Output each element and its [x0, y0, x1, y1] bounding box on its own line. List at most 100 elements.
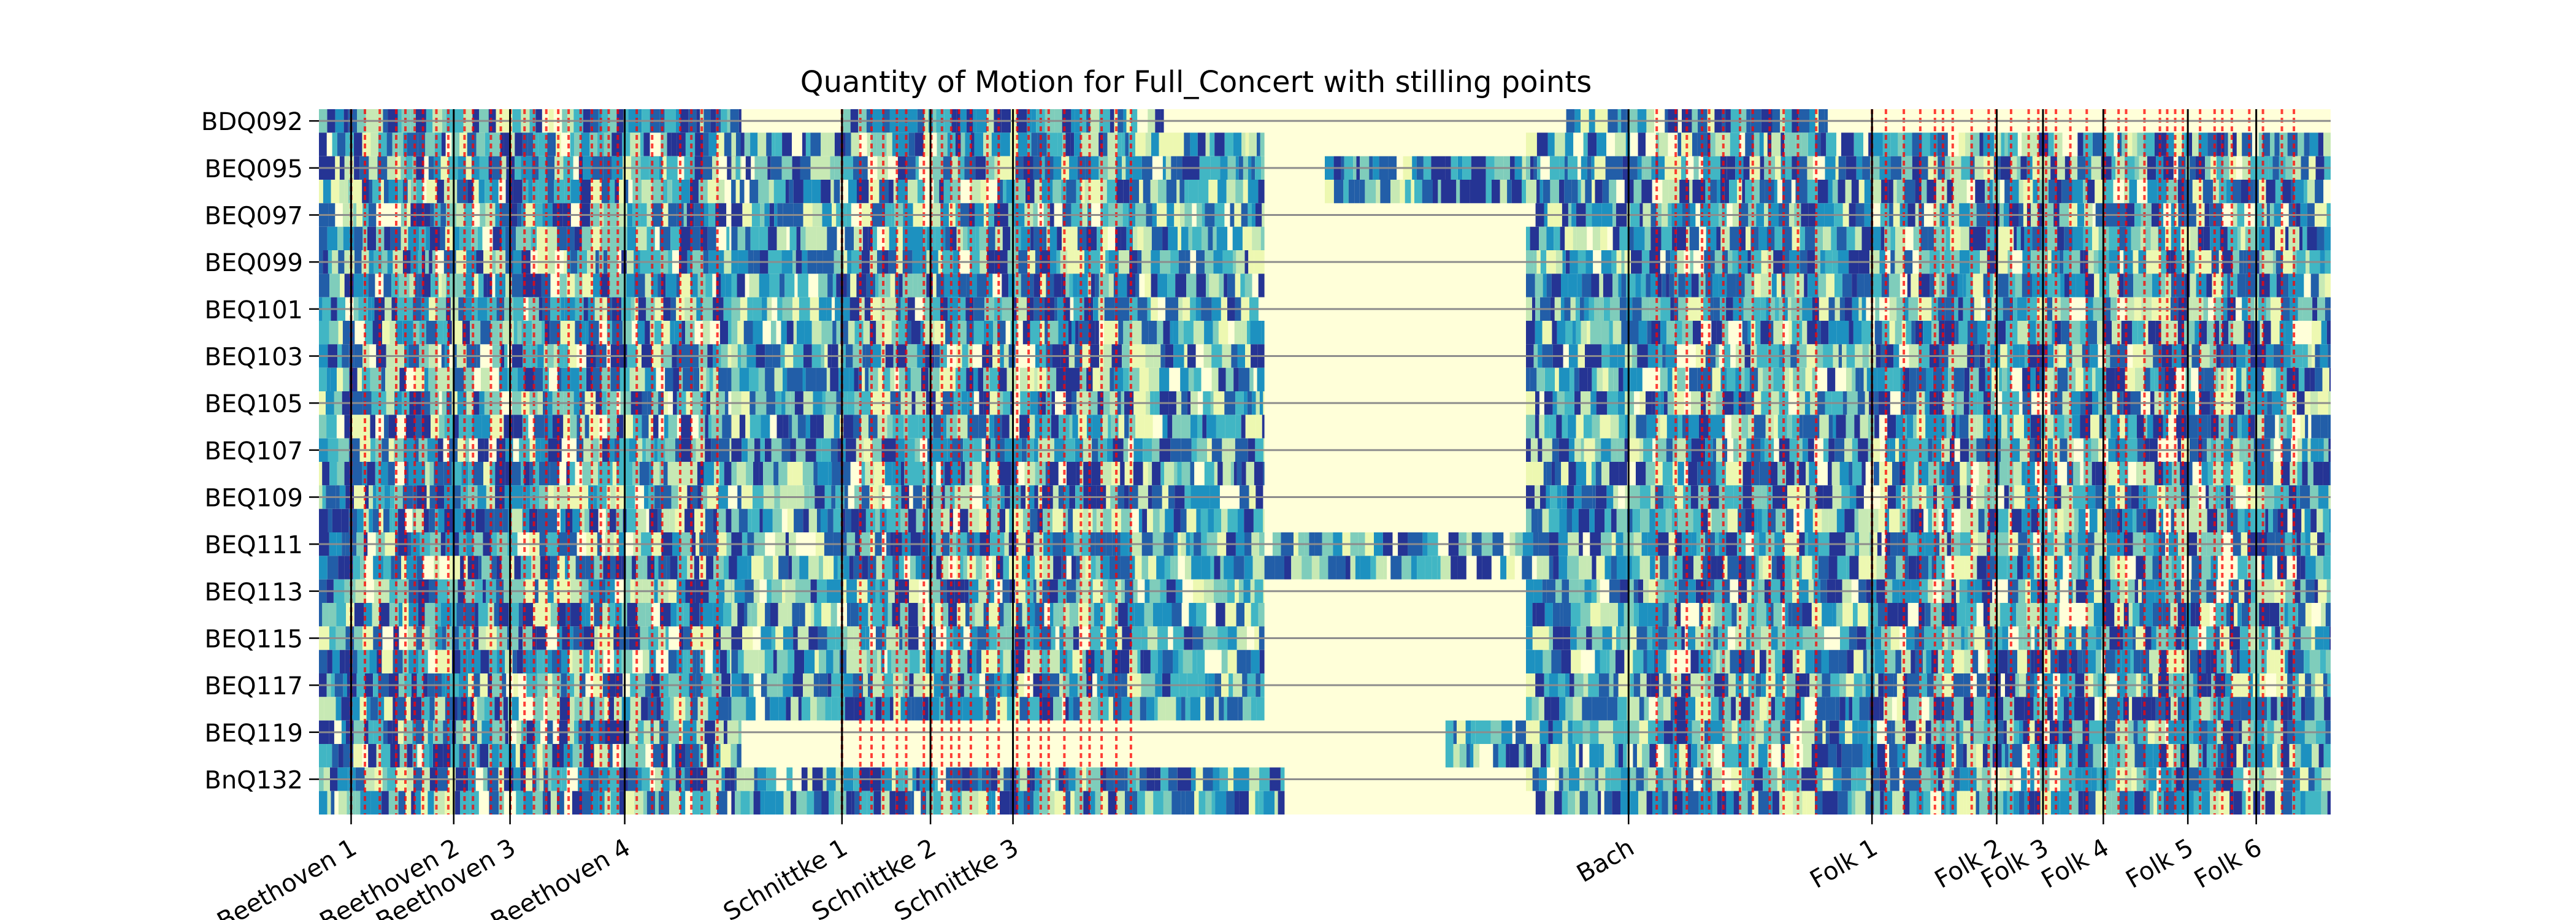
heatmap-cell	[2131, 226, 2141, 250]
heatmap-cell	[328, 508, 332, 532]
heatmap-cell	[1417, 556, 1425, 580]
heatmap-cell	[889, 697, 894, 721]
heatmap-cell	[875, 508, 880, 532]
heatmap-cell	[1249, 367, 1254, 391]
heatmap-cell	[854, 321, 864, 345]
heatmap-cell	[895, 791, 906, 815]
heatmap-cell	[754, 650, 759, 673]
heatmap-cell	[1441, 180, 1449, 204]
heatmap-cell	[653, 462, 660, 486]
heatmap-cell	[792, 462, 803, 486]
heatmap-cell	[899, 556, 904, 580]
heatmap-cell	[1162, 650, 1173, 673]
heatmap-cell	[331, 791, 335, 815]
heatmap-cell	[1864, 274, 1871, 297]
heatmap-cell	[1581, 321, 1587, 345]
heatmap-cell	[876, 132, 887, 156]
heatmap-cell	[1091, 274, 1095, 297]
heatmap-cell	[1105, 603, 1112, 627]
heatmap-cell	[670, 603, 677, 627]
heatmap-cell	[1135, 132, 1146, 156]
heatmap-cell	[1712, 274, 1719, 297]
heatmap-cell	[1802, 321, 1807, 345]
heatmap-cell	[1211, 367, 1219, 391]
heatmap-cell	[1095, 556, 1101, 580]
heatmap-cell	[1180, 367, 1189, 391]
heatmap-cell	[1183, 650, 1193, 673]
heatmap-cell	[460, 556, 464, 580]
heatmap-cell	[2004, 180, 2011, 204]
heatmap-cell	[1855, 367, 1860, 391]
heatmap-cell	[597, 226, 601, 250]
heatmap-cell	[694, 508, 700, 532]
heatmap-cell	[1053, 556, 1062, 580]
heatmap-cell	[2076, 274, 2085, 297]
heatmap-cell	[661, 508, 670, 532]
heatmap-cell	[1118, 415, 1125, 439]
heatmap-cell	[582, 462, 591, 486]
heatmap-cell	[1658, 226, 1662, 250]
heatmap-cell	[2072, 226, 2083, 250]
heatmap-cell	[481, 415, 491, 439]
heatmap-cell	[1592, 367, 1597, 391]
heatmap-cell	[425, 462, 430, 486]
heatmap-cell	[319, 697, 324, 721]
heatmap-cell	[1025, 180, 1035, 204]
heatmap-cell	[579, 367, 586, 391]
heatmap-cell	[1063, 508, 1068, 532]
heatmap-cell	[699, 603, 703, 627]
heatmap-cell	[385, 367, 389, 391]
heatmap-cell	[1246, 650, 1251, 673]
heatmap-cell	[851, 508, 859, 532]
heatmap-cell	[1259, 791, 1264, 815]
heatmap-cell	[1552, 321, 1557, 345]
heatmap-cell	[884, 226, 889, 250]
heatmap-cell	[1066, 462, 1076, 486]
heatmap-cell	[1188, 367, 1194, 391]
heatmap-cell	[862, 367, 865, 391]
heatmap-cell	[660, 603, 671, 627]
heatmap-cell	[480, 650, 489, 673]
heatmap-cell	[969, 603, 975, 627]
heatmap-cell	[1224, 556, 1234, 580]
heatmap-cell	[906, 697, 911, 721]
heatmap-cell	[1171, 603, 1182, 627]
heatmap-cell	[792, 415, 798, 439]
heatmap-cell	[329, 462, 337, 486]
heatmap-cell	[361, 415, 366, 439]
heatmap-cell	[332, 744, 339, 768]
heatmap-cell	[754, 556, 764, 580]
heatmap-cell	[391, 556, 395, 580]
heatmap-cell	[983, 603, 989, 627]
heatmap-cell	[865, 462, 875, 486]
heatmap-cell	[319, 462, 323, 486]
heatmap-cell	[681, 180, 690, 204]
heatmap-cell	[757, 132, 767, 156]
heatmap-cell	[1470, 744, 1474, 768]
heatmap-cell	[1853, 132, 1863, 156]
heatmap-cell	[2285, 226, 2289, 250]
heatmap-cell	[1073, 274, 1078, 297]
heatmap-cell	[846, 274, 851, 297]
heatmap-cell	[910, 367, 921, 391]
heatmap-cell	[384, 180, 389, 204]
heatmap-cell	[1046, 274, 1054, 297]
heatmap-cell	[683, 603, 690, 627]
heatmap-cell	[1543, 180, 1551, 204]
heatmap-cell	[758, 367, 765, 391]
heatmap-cell	[512, 508, 523, 532]
heatmap-cell	[1603, 367, 1609, 391]
heatmap-cell	[464, 556, 468, 580]
heatmap-cell	[459, 132, 464, 156]
heatmap-cell	[1031, 132, 1038, 156]
heatmap-cell	[773, 650, 777, 673]
heatmap-cell	[955, 367, 967, 391]
heatmap-cell	[1016, 603, 1022, 627]
heatmap-cell	[319, 508, 328, 532]
heatmap-cell	[1565, 321, 1573, 345]
heatmap-cell	[1636, 367, 1643, 391]
heatmap-cell	[1888, 180, 1893, 204]
heatmap-cell	[1729, 180, 1738, 204]
heatmap-cell	[364, 603, 372, 627]
heatmap-cell	[1132, 791, 1138, 815]
